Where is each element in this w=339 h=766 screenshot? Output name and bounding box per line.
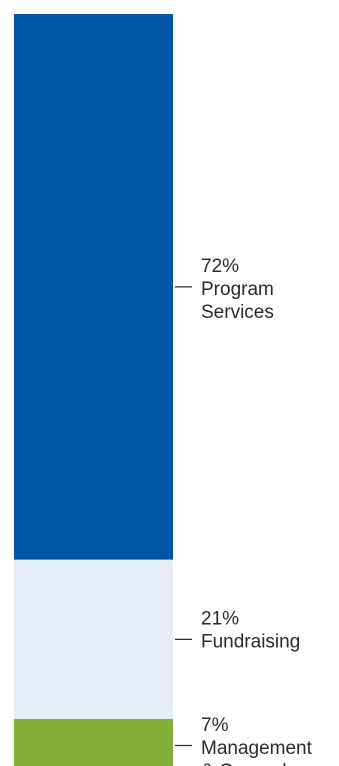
bar-segment-1: [14, 559, 173, 719]
segment-2-name-label-0: Management: [201, 738, 313, 759]
bar-segment-0: [14, 14, 173, 560]
segment-1-percent-label: 21%: [201, 609, 239, 630]
segment-2-name-label-1: & General: [201, 761, 287, 766]
bar-segment-2: [14, 718, 173, 766]
segment-0-name-label-1: Services: [201, 302, 274, 323]
bar-segments: [14, 14, 173, 766]
segment-0-name-label-0: Program: [201, 279, 274, 300]
segment-1-name-label-0: Fundraising: [201, 632, 300, 653]
segment-0-percent-label: 72%: [201, 256, 239, 277]
segment-2-percent-label: 7%: [201, 715, 229, 736]
